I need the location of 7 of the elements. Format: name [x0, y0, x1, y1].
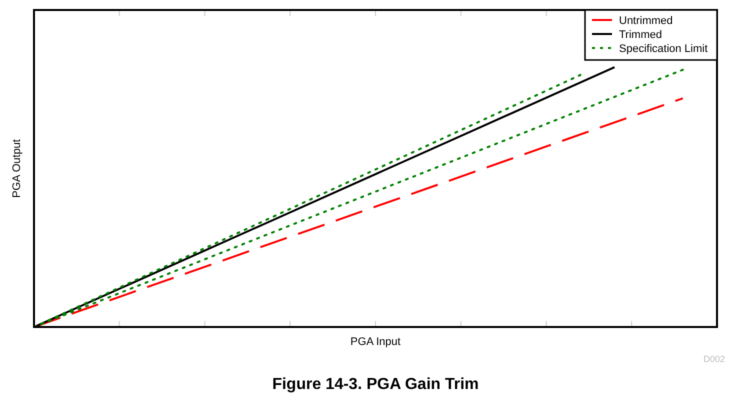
x-axis-title: PGA Input [350, 336, 401, 348]
y-axis-title: PGA Output [11, 139, 23, 198]
text: D002 [703, 354, 725, 364]
legend-label: Specification Limit [619, 43, 708, 55]
legend-label: Trimmed [619, 29, 662, 41]
legend-label: Untrimmed [619, 15, 673, 27]
text: Figure 14-3. PGA Gain Trim [272, 376, 479, 393]
